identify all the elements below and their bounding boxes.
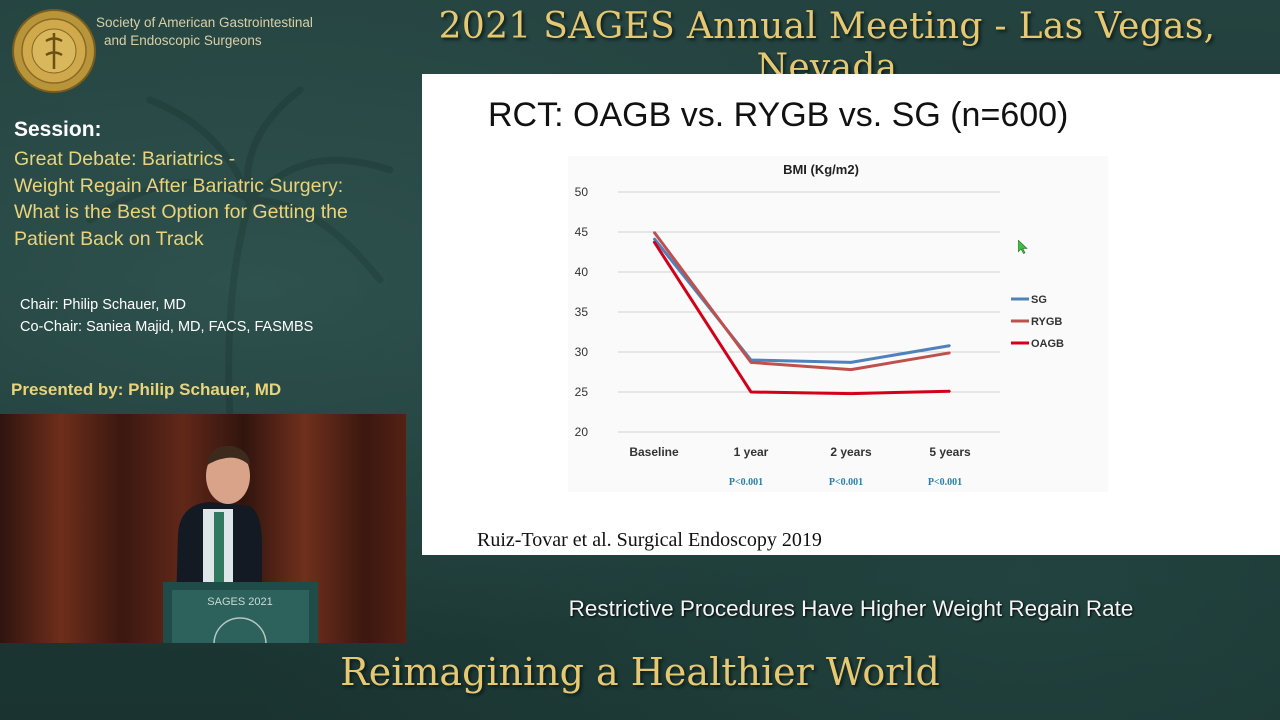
y-tick-label: 45	[575, 225, 589, 239]
session-title-line: Patient Back on Track	[14, 227, 204, 250]
data-point-sg	[653, 237, 655, 240]
citation: Ruiz-Tovar et al. Surgical Endoscopy 201…	[477, 529, 822, 551]
data-point-oagb	[850, 392, 852, 395]
y-tick-label: 25	[575, 385, 589, 399]
podium-seal-icon	[213, 617, 267, 643]
session-label: Session:	[14, 118, 102, 141]
bmi-chart: BMI (Kg/m2) 20 25 30 35 40 45 50 Baseline 1 yea…	[568, 156, 1108, 492]
series-line-sg	[652, 237, 951, 364]
p-value-label: P<0.001	[729, 477, 763, 488]
series-line-oagb	[652, 240, 951, 396]
slide-title: RCT: OAGB vs. RYGB vs. SG (n=600)	[488, 96, 1069, 134]
presenter-text: Presented by: Philip Schauer, MD	[11, 380, 282, 399]
presentation-slide: RCT: OAGB vs. RYGB vs. SG (n=600) BMI (K…	[422, 74, 1280, 555]
chairs-block: Chair: Philip Schauer, MD Co-Chair: Sani…	[20, 294, 313, 338]
meeting-tagline: Reimagining a Healthier World	[340, 650, 940, 694]
mouse-cursor-icon	[1018, 240, 1028, 254]
org-name-line1: Society of American Gastrointestinal	[96, 15, 313, 30]
speaker-video[interactable]: SAGES 2021	[0, 414, 406, 643]
p-value-label: P<0.001	[829, 477, 863, 488]
x-category-label: 1 year	[734, 445, 769, 459]
slide-caption: Restrictive Procedures Have Higher Weigh…	[568, 596, 1134, 621]
session-title-line: Great Debate: Bariatrics -	[14, 148, 236, 170]
data-point-oagb	[750, 391, 752, 393]
co-chair-text: Co-Chair: Saniea Majid, MD, FACS, FASMBS	[20, 319, 314, 335]
y-tick-label: 50	[575, 185, 589, 199]
org-name-line2: and Endoscopic Surgeons	[104, 33, 262, 48]
data-point-oagb	[949, 390, 951, 392]
data-point-rygb	[949, 352, 951, 354]
session-title-line: Weight Regain After Bariatric Surgery:	[14, 174, 344, 197]
x-category-label: 5 years	[929, 445, 971, 459]
y-tick-label: 40	[575, 265, 589, 279]
session-title-line: What is the Best Option for Getting the	[14, 201, 348, 223]
data-point-rygb	[750, 361, 752, 364]
data-point-sg	[850, 361, 852, 364]
x-category-label: 2 years	[830, 445, 872, 459]
chart-title: BMI (Kg/m2)	[783, 162, 859, 177]
palm-tree-decoration	[86, 86, 394, 420]
legend-label-oagb: OAGB	[1031, 338, 1064, 350]
y-tick-label: 35	[575, 305, 589, 319]
organization-name: Society of American Gastrointestinal and…	[96, 14, 356, 50]
p-value-label: P<0.001	[928, 477, 962, 488]
sages-logo	[12, 9, 96, 93]
speaker-video-scene: SAGES 2021	[0, 414, 406, 643]
y-tick-label: 20	[575, 425, 589, 439]
podium-text: SAGES 2021	[207, 596, 272, 608]
data-point-rygb	[653, 231, 655, 233]
series-line-rygb	[652, 231, 951, 372]
data-point-oagb	[653, 240, 655, 243]
session-title: Great Debate: Bariatrics - Weight Regain…	[14, 146, 414, 252]
legend-label-sg: SG	[1031, 294, 1047, 306]
chair-text: Chair: Philip Schauer, MD	[20, 297, 187, 313]
legend-label-rygb: RYGB	[1031, 316, 1062, 328]
bmi-line-chart: BMI (Kg/m2) 20 25 30 35 40 45 50 Baseline 1 yea…	[575, 162, 1064, 488]
data-point-rygb	[850, 368, 852, 371]
data-point-sg	[949, 344, 951, 347]
x-category-label: Baseline	[629, 445, 679, 459]
y-tick-label: 30	[575, 345, 589, 359]
